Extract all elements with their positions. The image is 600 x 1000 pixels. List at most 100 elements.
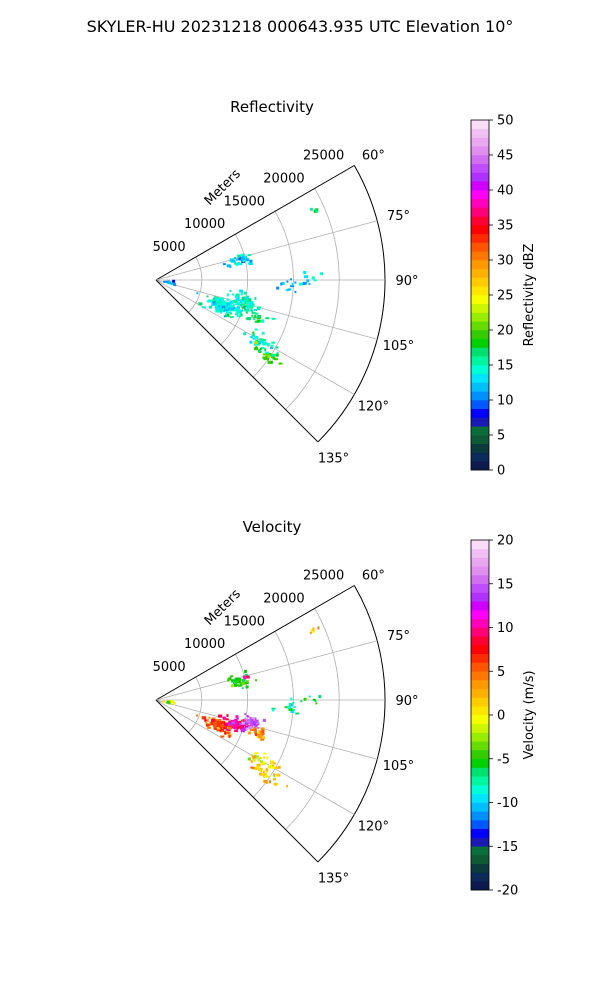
data-point (216, 729, 220, 732)
data-point (262, 718, 266, 722)
data-point (252, 304, 255, 306)
data-point (244, 719, 247, 723)
data-point (217, 301, 222, 305)
data-point (271, 353, 276, 357)
data-point (238, 299, 242, 302)
data-point (235, 680, 239, 684)
data-point (246, 306, 250, 309)
data-point (254, 730, 257, 733)
data-point (215, 306, 220, 310)
data-point (239, 301, 242, 304)
range-tick-label: 20000 (263, 171, 304, 186)
data-point (252, 729, 256, 732)
data-point (225, 306, 228, 309)
data-point (234, 683, 237, 687)
data-point (256, 306, 260, 310)
data-point (217, 306, 220, 310)
colorbar-segment (471, 286, 489, 296)
colorbar-tick-label: 15 (497, 577, 514, 592)
data-point (167, 281, 172, 284)
data-point (261, 736, 266, 740)
data-point (247, 724, 250, 727)
colorbar-segment (471, 583, 489, 593)
data-point (229, 289, 232, 292)
colorbar-tick-label: -10 (497, 796, 518, 811)
colorbar-tick-label: 25 (497, 289, 514, 304)
data-point (198, 302, 203, 306)
data-point (238, 678, 242, 681)
colorbar-segment (471, 207, 489, 217)
colorbar-segment (471, 645, 489, 655)
colorbar-segment (471, 330, 489, 340)
data-point (225, 731, 230, 734)
data-point (261, 773, 264, 777)
colorbar-segment (471, 855, 489, 865)
data-point (259, 773, 262, 776)
data-point (252, 312, 256, 315)
data-point (272, 762, 276, 765)
colorbar-tick-label: 35 (497, 219, 514, 234)
data-point (236, 262, 239, 266)
colorbar-segment (471, 697, 489, 707)
colorbar-segment (471, 610, 489, 620)
colorbar-segment (471, 575, 489, 585)
data-point (260, 738, 265, 741)
colorbar-segment (471, 837, 489, 847)
data-point (269, 780, 272, 784)
data-point (232, 303, 235, 306)
data-point (295, 712, 300, 715)
data-point (248, 731, 252, 735)
data-point (242, 727, 247, 731)
data-point (249, 340, 253, 344)
data-point (259, 347, 262, 350)
data-point (230, 305, 234, 309)
colorbar-segment (471, 435, 489, 445)
colorbar-segment (471, 190, 489, 200)
data-point (212, 302, 217, 306)
data-point (257, 757, 262, 759)
colorbar-segment (471, 741, 489, 751)
chart-velocity: Velocity 60° 75° 90° 105° 120° 135° 5000 10000 15… (153, 518, 537, 899)
range-tick-label: 5000 (153, 240, 186, 255)
data-point (241, 257, 245, 261)
data-point (236, 305, 240, 308)
chart-reflectivity: Reflectivity60°75°90°105°120°135°5000100… (153, 98, 537, 479)
data-point (162, 700, 166, 703)
colorbar-segment (471, 601, 489, 611)
data-point (252, 333, 256, 337)
data-point (263, 770, 265, 774)
data-point (276, 286, 280, 290)
data-point (226, 728, 229, 731)
data-point (233, 256, 236, 259)
data-point (227, 725, 232, 728)
data-point (263, 775, 265, 778)
data-point (255, 755, 259, 758)
data-point (246, 295, 250, 298)
azimuth-spoke (155, 699, 319, 863)
range-ring (317, 585, 386, 863)
colorbar-segment (471, 233, 489, 243)
data-point (263, 358, 268, 361)
data-point (260, 319, 264, 323)
data-point (241, 298, 245, 301)
data-point (317, 626, 320, 630)
data-point (240, 305, 243, 308)
data-point (255, 732, 257, 736)
range-tick-label: 10000 (184, 637, 225, 652)
data-point (230, 675, 234, 678)
data-point (245, 308, 250, 312)
colorbar-segment (471, 242, 489, 252)
colorbar-tick-label: 20 (497, 324, 514, 339)
data-point (235, 298, 239, 302)
data-point (270, 344, 274, 347)
range-tick-label: 10000 (184, 217, 225, 232)
colorbar-segment (471, 785, 489, 795)
colorbar-tick-label: 40 (497, 184, 514, 199)
data-point (217, 719, 222, 721)
colorbar-segment (471, 408, 489, 418)
data-point (315, 702, 318, 705)
data-point (253, 343, 258, 346)
data-point (300, 700, 303, 703)
colorbar-segment (471, 776, 489, 786)
theta-tick-label: 135° (318, 451, 349, 466)
